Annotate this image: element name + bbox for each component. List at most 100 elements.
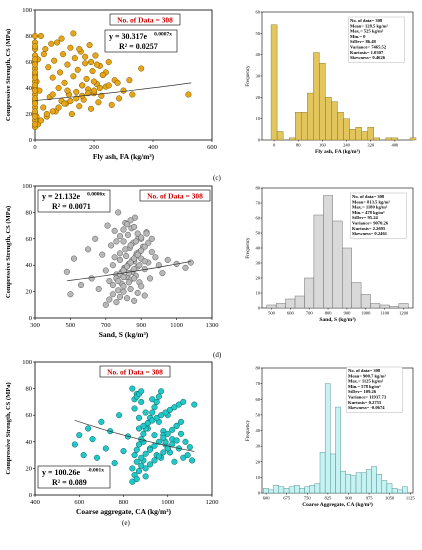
data-point [95, 99, 102, 106]
y-tick-label: 70 [256, 201, 261, 206]
hist-bar [288, 137, 296, 141]
x-tick-label: 675 [283, 496, 291, 501]
data-point [131, 452, 138, 459]
data-point [89, 436, 96, 443]
hist-bar [361, 131, 368, 141]
stats-box-bg [346, 366, 403, 413]
x-tick-label: 1050 [385, 496, 395, 501]
data-point [116, 293, 124, 300]
data-point [129, 478, 136, 485]
data-point [138, 454, 145, 461]
x-tick-label: 240 [343, 143, 351, 148]
stats-line: Variance= 7465.52 [350, 45, 387, 50]
data-point [148, 248, 155, 256]
hist-bar [299, 488, 305, 494]
data-point [143, 230, 150, 237]
x-axis-label: Coarse Aggregate, CA (kg/m³) [302, 501, 373, 508]
hist-bar [351, 282, 362, 309]
x-tick-label: 1100 [170, 322, 183, 329]
data-point [166, 406, 174, 413]
data-point [142, 465, 149, 472]
y-tick-label: 80 [26, 386, 33, 393]
data-point [85, 90, 92, 97]
data-point [127, 259, 134, 266]
y-tick-label: 0 [29, 137, 32, 144]
hist-bar [355, 472, 362, 494]
stats-line: Max.= 1180 kg/m³ [352, 205, 388, 210]
hist-bar [397, 489, 403, 494]
data-point [31, 56, 39, 63]
panel-c-count: No. of Data = 308 [109, 13, 181, 26]
data-point [126, 77, 133, 84]
x-tick-label: 400 [148, 144, 158, 151]
x-axis-label: Fly ash, FA (kg/m³) [315, 148, 360, 155]
data-point [116, 233, 124, 240]
data-point [61, 79, 68, 86]
equation-text: y = 21.132e [42, 192, 81, 201]
data-point [70, 73, 77, 80]
data-point [79, 82, 86, 89]
data-point [93, 454, 100, 461]
x-axis-label: Sand, S (kg/m³) [99, 330, 149, 339]
y-tick-label: 20 [26, 289, 33, 296]
y-tick-label: 30 [256, 261, 261, 266]
data-point [153, 414, 160, 421]
equation-exponent: 0.0006x [87, 192, 105, 198]
data-point [51, 57, 58, 64]
equation-exponent: -0.001x [87, 468, 104, 474]
hist-bar [285, 298, 296, 309]
data-point [99, 71, 106, 79]
hist-bar [343, 118, 350, 141]
hist-bar [278, 486, 285, 494]
data-point [89, 68, 96, 75]
data-point [70, 255, 77, 262]
data-point [90, 78, 98, 85]
equation-box [37, 189, 111, 213]
data-point [138, 247, 145, 254]
hist-bar [367, 126, 374, 141]
data-point [67, 44, 74, 51]
data-point [93, 61, 100, 68]
stats-box-bg [348, 16, 405, 63]
data-point [68, 110, 75, 118]
data-point [175, 401, 182, 408]
stats-line: Variance= 11937.73 [348, 395, 387, 400]
y-axis-label: Compressive Strength, CS (MPa) [5, 206, 12, 298]
hist-bar [385, 137, 393, 141]
x-tick-label: 1000 [161, 499, 174, 506]
r-squared-text: R² = 0.0257 [119, 42, 158, 51]
panel-label-e: (e) [122, 519, 130, 527]
x-tick-label: 600 [207, 144, 217, 151]
data-point [31, 108, 39, 115]
stats-line: No. of data= 308 [352, 194, 385, 199]
hist-bar [301, 112, 308, 141]
trend-line [74, 419, 195, 452]
y-tick-label: 40 [26, 262, 33, 269]
hist-bar [355, 126, 362, 141]
stats-line: Mean= 900.7 kg/m³ [348, 373, 386, 378]
y-tick-label: 20 [26, 465, 33, 472]
equation-box [37, 465, 111, 489]
x-tick-label: 320 [367, 143, 375, 148]
panel-e-count: No. of Data = 308 [99, 365, 171, 378]
data-point [160, 434, 167, 441]
data-point [67, 291, 74, 298]
data-point [31, 32, 39, 40]
data-point [113, 299, 120, 306]
data-point [82, 53, 89, 60]
data-point [127, 242, 134, 249]
data-point [82, 60, 89, 67]
data-point [61, 100, 68, 107]
y-tick-label: 0 [258, 306, 261, 311]
data-point [49, 74, 56, 81]
data-point [80, 452, 87, 459]
data-point [140, 422, 147, 429]
data-point [85, 246, 92, 253]
data-point [102, 301, 109, 308]
data-point [99, 251, 106, 258]
data-point [40, 51, 47, 58]
hist-bar [360, 294, 371, 309]
y-axis-label: Compressive Strength, CS (MPa) [5, 29, 12, 121]
x-tick-label: 600 [263, 496, 271, 501]
panel-d-count: No. of Data = 308 [139, 189, 211, 202]
